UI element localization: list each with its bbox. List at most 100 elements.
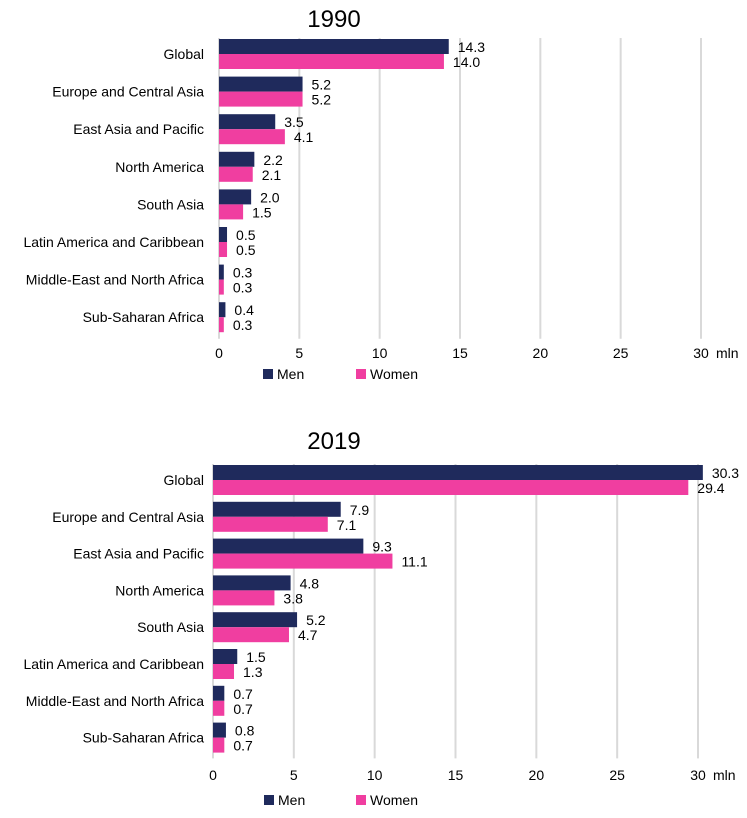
bar-men <box>219 264 224 280</box>
chart-title: 2019 <box>307 428 360 455</box>
bar-women <box>219 204 244 220</box>
bar-men <box>219 227 228 242</box>
x-tick-label: 5 <box>290 767 298 783</box>
axis-unit-label: mln <box>713 767 736 783</box>
data-label-men: 0.8 <box>235 723 255 739</box>
category-label: Sub-Saharan Africa <box>83 730 205 746</box>
chart-title: 1990 <box>307 6 360 33</box>
x-tick-label: 15 <box>448 767 464 783</box>
data-label-women: 0.7 <box>233 701 253 717</box>
bar-men <box>219 189 252 205</box>
bar-women <box>213 700 225 716</box>
data-label-women: 0.3 <box>233 280 253 296</box>
bar-men <box>213 612 298 628</box>
bar-men <box>219 76 303 92</box>
data-label-women: 3.8 <box>283 590 303 606</box>
data-label-women: 29.4 <box>697 480 724 496</box>
legend-swatch-men <box>264 795 274 805</box>
x-tick-label: 15 <box>452 345 468 361</box>
data-label-women: 0.3 <box>233 317 253 333</box>
bar-men <box>219 151 255 167</box>
bar-men <box>213 538 364 554</box>
bar-men <box>213 722 226 738</box>
bar-women <box>213 480 689 495</box>
x-tick-label: 0 <box>209 767 217 783</box>
axis-unit-label: mln <box>716 345 739 361</box>
bar-women <box>213 627 289 643</box>
category-label: South Asia <box>137 196 204 212</box>
x-tick-label: 25 <box>609 767 625 783</box>
category-label: Europe and Central Asia <box>52 509 204 525</box>
x-tick-label: 20 <box>529 767 545 783</box>
x-tick-label: 0 <box>215 345 223 361</box>
data-label-men: 0.5 <box>236 227 256 243</box>
x-tick-label: 30 <box>690 767 706 783</box>
data-label-men: 30.3 <box>712 465 739 481</box>
category-label: South Asia <box>137 619 204 635</box>
data-label-men: 9.3 <box>372 539 392 555</box>
bar-women <box>219 54 444 69</box>
data-label-men: 14.3 <box>458 39 485 55</box>
category-label: Middle-East and North Africa <box>26 693 204 709</box>
category-label: Latin America and Caribbean <box>23 234 204 250</box>
bar-men <box>213 465 703 480</box>
bar-men <box>213 575 291 591</box>
data-label-men: 0.4 <box>234 302 254 318</box>
data-label-men: 5.2 <box>306 612 326 628</box>
x-tick-label: 30 <box>693 345 709 361</box>
category-label: Middle-East and North Africa <box>26 272 204 288</box>
data-label-women: 4.1 <box>294 129 314 145</box>
category-label: Global <box>164 46 204 62</box>
x-tick-label: 25 <box>613 345 629 361</box>
legend-swatch-women <box>356 369 366 379</box>
data-label-men: 1.5 <box>246 649 266 665</box>
legend-swatch-women <box>356 795 366 805</box>
x-tick-label: 10 <box>367 767 383 783</box>
data-label-women: 14.0 <box>453 54 480 70</box>
data-label-women: 0.7 <box>233 738 253 754</box>
bar-women <box>219 242 228 257</box>
legend-label-men: Men <box>278 792 305 808</box>
legend-label-women: Women <box>370 792 418 808</box>
category-label: Latin America and Caribbean <box>23 656 204 672</box>
data-label-men: 0.7 <box>233 686 253 702</box>
x-tick-label: 10 <box>372 345 388 361</box>
data-label-women: 2.1 <box>262 167 282 183</box>
bar-women <box>213 553 393 569</box>
data-label-men: 0.3 <box>233 265 253 281</box>
bar-women <box>213 664 235 679</box>
bar-women <box>219 166 253 182</box>
category-label: Sub-Saharan Africa <box>83 309 205 325</box>
bar-women <box>213 737 225 753</box>
category-label: East Asia and Pacific <box>73 546 204 562</box>
legend-swatch-men <box>263 369 273 379</box>
bar-men <box>219 39 449 54</box>
data-label-women: 11.1 <box>401 554 427 570</box>
data-label-men: 3.5 <box>284 114 304 130</box>
data-label-men: 2.2 <box>263 152 283 168</box>
bar-women <box>219 129 285 145</box>
bar-women <box>219 279 224 295</box>
data-label-men: 2.0 <box>260 189 280 205</box>
legend-label-women: Women <box>370 366 418 382</box>
bar-men <box>213 649 238 664</box>
data-label-women: 0.5 <box>236 242 256 258</box>
data-label-men: 5.2 <box>312 77 332 93</box>
bar-women <box>213 590 275 606</box>
bar-men <box>219 302 226 318</box>
x-tick-label: 20 <box>533 345 549 361</box>
category-label: North America <box>115 582 204 598</box>
data-label-women: 4.7 <box>298 627 318 643</box>
legend-label-men: Men <box>277 366 304 382</box>
bar-men <box>219 114 276 130</box>
data-label-women: 7.1 <box>337 517 357 533</box>
data-label-men: 4.8 <box>300 575 320 591</box>
data-label-men: 7.9 <box>350 502 370 518</box>
data-label-women: 5.2 <box>312 92 332 108</box>
bar-women <box>213 516 328 532</box>
category-label: Global <box>164 472 204 488</box>
data-label-women: 1.3 <box>243 664 263 680</box>
data-label-women: 1.5 <box>252 204 272 220</box>
bar-women <box>219 91 303 107</box>
